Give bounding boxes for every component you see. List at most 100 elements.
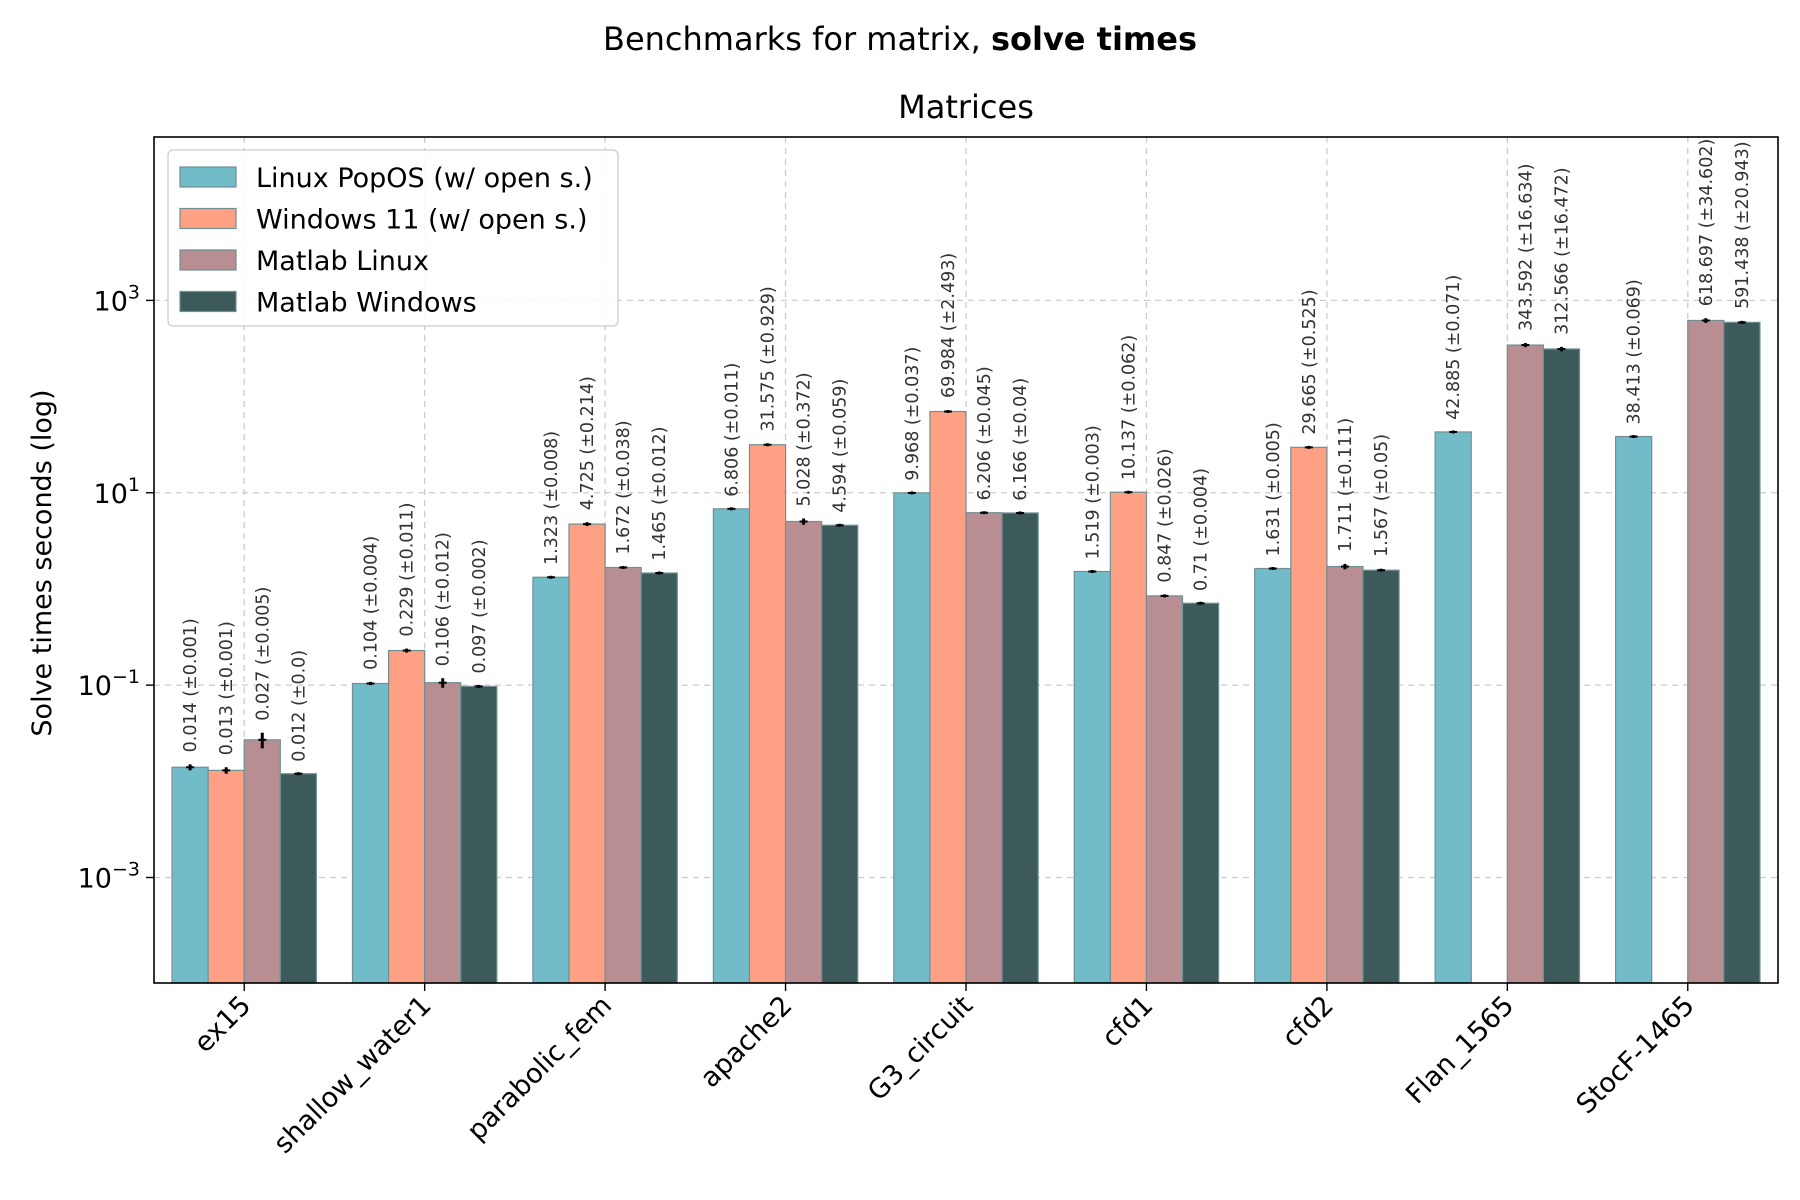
bar [1434,431,1472,984]
data-label: 0.229 (±0.011) [398,502,418,636]
legend-swatch [179,166,237,188]
bar [965,512,1003,984]
data-label: 6.806 (±0.011) [722,363,742,497]
bar [1326,565,1364,984]
data-label: 618.697 (±34.602) [1697,139,1717,306]
bar [1614,435,1653,984]
bar [207,769,245,984]
data-label: 4.725 (±0.214) [578,376,598,510]
data-label: 5.028 (±0.372) [795,372,815,506]
data-label: 591.438 (±20.943) [1733,141,1753,308]
data-label: 343.592 (±16.634) [1516,164,1536,331]
bar [929,410,967,984]
data-label: 9.968 (±0.037) [903,347,923,481]
bar [460,685,498,984]
x-tick-label: Flan_1565 [1400,990,1520,1110]
y-tick-label: 10−1 [78,666,140,702]
bar [1073,570,1111,984]
bar [424,682,462,984]
y-tick-base: 10 [94,286,128,317]
data-label: 1.631 (±0.005) [1264,422,1284,556]
data-label: 0.847 (±0.026) [1155,449,1175,583]
suptitle-prefix: Benchmarks for matrix, [603,20,991,58]
data-label: 0.013 (±0.001) [217,621,237,755]
bar [387,649,426,984]
bar [351,682,390,984]
data-label: 1.323 (±0.008) [542,431,562,565]
bar [171,766,209,984]
data-label: 31.575 (±0.929) [759,286,779,431]
chart-title: Matrices [898,88,1034,126]
data-label: 6.206 (±0.045) [975,366,995,500]
chart-suptitle: Benchmarks for matrix, solve times [603,20,1197,58]
bar [1001,512,1039,984]
data-label: 69.984 (±2.493) [939,253,959,398]
legend-label: Matlab Windows [256,288,477,319]
y-tick-exponent: −3 [112,858,140,880]
bar [532,576,570,984]
x-ticks-layer: ex15 shallow_water1 parabolic_fem apache2 G3… [188,983,1701,1160]
data-label: 38.413 (±0.069) [1625,279,1645,424]
bar [1506,344,1545,984]
data-label: 0.027 (±0.005) [253,587,273,721]
legend-label: Windows 11 (w/ open s.) [256,205,588,236]
bar [279,773,317,984]
legend-label: Matlab Linux [256,246,429,277]
data-label: 10.137 (±0.062) [1119,335,1139,480]
legend: Linux PopOS (w/ open s.) Windows 11 (w/ o… [167,149,619,327]
y-tick-label: 10−3 [78,858,140,894]
y-tick-exponent: 3 [128,281,140,303]
bar [604,566,642,984]
bar [1145,595,1184,984]
x-tick-label: shallow_water1 [268,990,438,1160]
data-label: 29.665 (±0.525) [1300,289,1320,434]
bar [243,739,281,984]
bar [1542,348,1581,984]
bar [1254,567,1292,984]
legend-swatch [179,207,237,230]
bar [1181,602,1220,984]
bar [712,508,751,984]
data-label: 4.594 (±0.059) [831,379,851,513]
x-tick-label: cfd1 [1096,990,1159,1053]
x-tick-label: apache2 [695,990,799,1094]
bar [1290,446,1328,984]
bar [821,524,859,984]
data-label: 42.885 (±0.071) [1444,275,1464,420]
x-tick-label: StocF-1465 [1571,990,1701,1120]
x-tick-label: G3_circuit [862,990,979,1107]
data-label: 0.014 (±0.001) [181,618,201,752]
data-labels-layer: 0.014 (±0.001) 0.104 (±0.004) 1.323 (±0.00… [181,139,1753,762]
suptitle-bold: solve times [991,20,1197,58]
data-label: 0.104 (±0.004) [362,536,382,670]
data-label: 1.672 (±0.038) [614,420,634,554]
bar [1687,319,1725,984]
bar [1362,569,1400,984]
x-tick-label: ex15 [188,990,257,1059]
x-tick-label: parabolic_fem [461,990,618,1147]
y-tick-label: 101 [94,474,140,510]
data-label: 0.106 (±0.012) [434,532,454,666]
y-tick-label: 103 [94,281,140,317]
bar [568,523,606,984]
bars-layer [171,318,1761,984]
data-label: 312.566 (±16.472) [1552,167,1572,334]
y-tick-exponent: 1 [128,474,140,496]
y-tick-base: 10 [78,863,112,894]
bar [784,520,823,984]
y-tick-base: 10 [78,671,112,702]
legend-swatch [179,249,237,271]
bar [640,572,678,984]
bar [748,444,787,984]
bar [1723,321,1761,984]
legend-swatch [179,290,237,313]
data-label: 0.71 (±0.004) [1192,468,1212,591]
data-label: 1.519 (±0.003) [1083,425,1103,559]
bar [1109,491,1148,984]
data-label: 0.097 (±0.002) [470,539,490,673]
y-tick-base: 10 [94,479,128,510]
data-label: 1.711 (±0.111) [1336,418,1356,552]
